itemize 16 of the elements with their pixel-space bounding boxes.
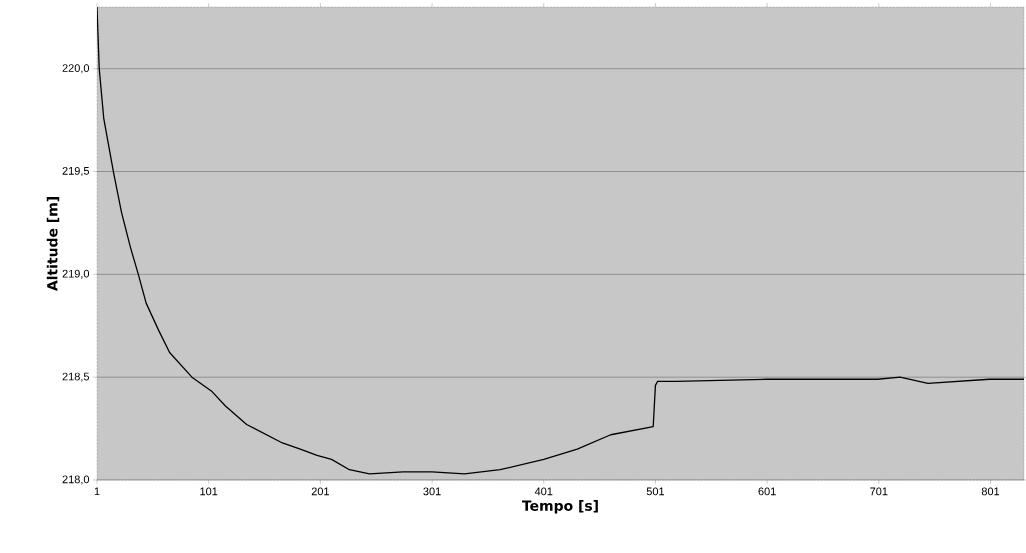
x-tick-label: 701 [870, 487, 888, 496]
y-tick-label: 219,5 [62, 167, 90, 177]
x-tick-label: 601 [758, 487, 776, 496]
y-tick-label: 218,5 [62, 372, 90, 382]
x-tick-label: 801 [981, 487, 1000, 496]
x-axis-title: Tempo [s] [522, 500, 598, 514]
y-axis-title: Altitude [m] [46, 197, 60, 292]
y-tick-label: 219,0 [62, 269, 90, 279]
x-tick-label: 201 [311, 487, 329, 496]
y-tick-label: 220,0 [62, 64, 90, 74]
x-tick-label: 301 [423, 487, 441, 496]
x-tick-label: 1 [94, 487, 100, 496]
x-tick-label: 101 [200, 487, 218, 496]
y-tick-label: 218,0 [62, 475, 90, 485]
x-tick-label: 401 [534, 487, 553, 496]
x-tick-label: 501 [646, 487, 665, 496]
